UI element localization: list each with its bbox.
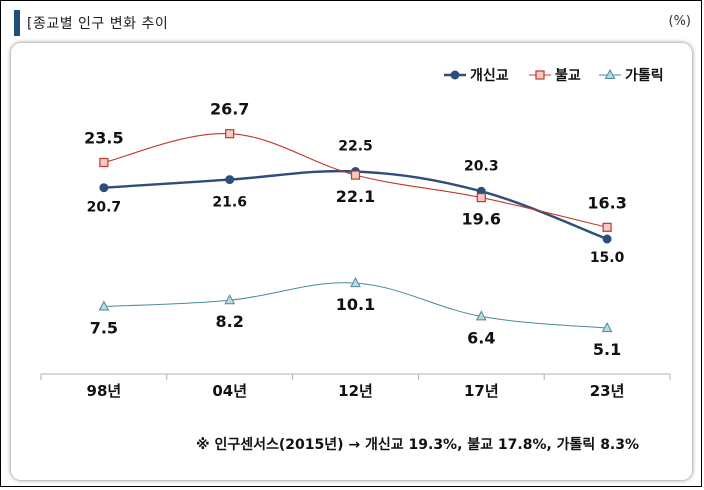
legend-marker xyxy=(450,70,460,80)
data-point-가톨릭 xyxy=(475,310,487,321)
chart-title: [종교별 인구 변화 추이 xyxy=(27,16,169,32)
data-point-개신교 xyxy=(99,183,109,193)
data-label-가톨릭: 7.5 xyxy=(90,319,118,338)
data-point-불교 xyxy=(602,222,612,232)
data-label-개신교: 20.7 xyxy=(87,200,122,216)
data-point-가톨릭 xyxy=(601,322,613,333)
data-point-불교 xyxy=(225,129,235,139)
census-footnote: ※ 인구센서스(2015년) → 개신교 19.3%, 불교 17.8%, 가톨… xyxy=(196,437,640,453)
x-tick-label: 04년 xyxy=(212,382,247,400)
legend-label: 불교 xyxy=(555,68,581,84)
data-label-가톨릭: 6.4 xyxy=(467,328,495,347)
data-point-불교 xyxy=(476,193,486,203)
title-accent-bar xyxy=(14,10,20,36)
data-label-가톨릭: 10.1 xyxy=(336,295,375,314)
data-label-가톨릭: 5.1 xyxy=(593,340,621,359)
data-point-불교 xyxy=(350,170,361,180)
data-label-개신교: 22.5 xyxy=(338,139,373,155)
x-tick-label: 23년 xyxy=(590,382,625,400)
x-tick-label: 17년 xyxy=(464,382,499,400)
chart-panel xyxy=(11,43,692,480)
data-point-불교 xyxy=(99,157,109,168)
data-point-가톨릭 xyxy=(350,277,361,288)
data-label-개신교: 21.6 xyxy=(212,195,247,211)
data-point-개신교 xyxy=(602,234,612,244)
legend-marker xyxy=(535,70,545,80)
data-label-불교: 23.5 xyxy=(84,129,123,148)
data-point-가톨릭 xyxy=(98,300,110,311)
data-label-불교: 19.6 xyxy=(462,210,501,229)
x-tick-label: 12년 xyxy=(338,382,373,400)
unit-label: (%) xyxy=(668,14,692,29)
data-label-불교: 22.1 xyxy=(336,187,375,206)
x-tick-label: 98년 xyxy=(87,382,122,400)
data-label-개신교: 20.3 xyxy=(464,158,499,174)
legend-label: 개신교 xyxy=(470,68,509,84)
data-label-개신교: 15.0 xyxy=(590,250,625,266)
data-label-불교: 16.3 xyxy=(587,193,626,212)
data-point-개신교 xyxy=(225,175,235,185)
legend-label: 가톨릭 xyxy=(625,67,664,84)
legend-marker xyxy=(604,68,616,79)
data-point-가톨릭 xyxy=(224,294,236,305)
data-label-불교: 26.7 xyxy=(210,100,249,119)
data-label-가톨릭: 8.2 xyxy=(216,312,244,331)
